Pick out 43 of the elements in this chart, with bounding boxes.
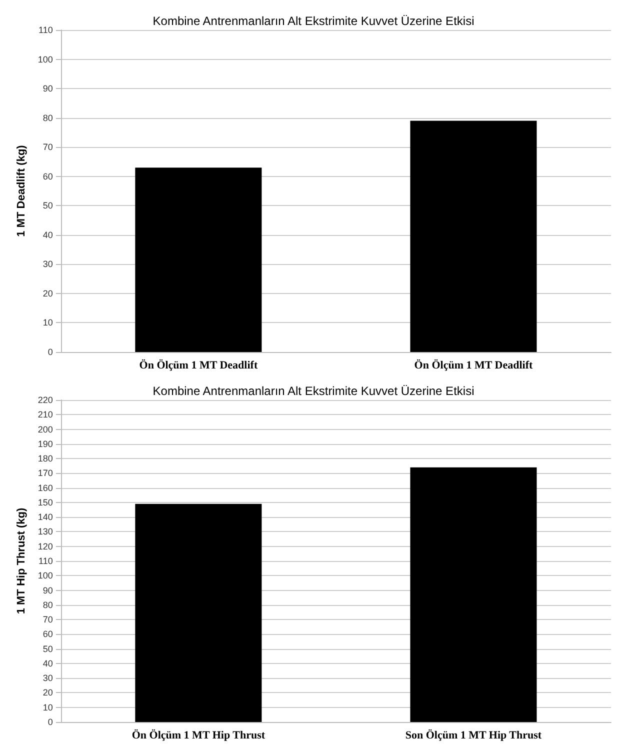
y-tick-label: 130 (38, 526, 53, 537)
x-tick-label: Ön Ölçüm 1 MT Hip Thrust (132, 728, 266, 742)
y-tick-label: 200 (38, 424, 53, 434)
y-tick-label: 70 (42, 614, 53, 625)
y-tick-label: 190 (38, 438, 53, 449)
y-tick-label: 20 (42, 288, 53, 298)
y-tick-label: 70 (42, 142, 53, 152)
y-tick-label: 0 (48, 717, 53, 727)
y-tick-label: 90 (42, 84, 53, 94)
y-tick-label: 210 (38, 410, 53, 420)
y-tick-label: 60 (42, 171, 53, 182)
y-tick-label: 100 (38, 570, 53, 581)
y-tick-label: 220 (38, 395, 53, 405)
y-tick-label: 20 (42, 688, 53, 698)
y-tick-label: 40 (42, 230, 53, 240)
y-tick-label: 160 (38, 482, 53, 493)
y-tick-label: 0 (48, 347, 53, 357)
y-tick-label: 10 (42, 318, 53, 328)
y-tick-label: 110 (38, 556, 53, 566)
y-tick-label: 180 (38, 454, 53, 464)
y-tick-label: 80 (42, 600, 53, 610)
y-tick-label: 140 (38, 512, 53, 522)
y-tick-label: 30 (42, 259, 53, 270)
y-tick-label: 30 (42, 673, 53, 684)
y-tick-label: 170 (38, 468, 53, 478)
y-tick-label: 150 (38, 497, 53, 508)
x-tick-label: Ön Ölçüm 1 MT Deadlift (414, 358, 533, 372)
y-axis-title: 1 MT Hip Thrust (kg) (16, 508, 28, 614)
chart-title: Kombine Antrenmanların Alt Ekstrimite Kuvvet Üzerine Etkisi (152, 14, 474, 28)
y-tick-label: 60 (42, 629, 53, 640)
y-tick-label: 120 (38, 541, 53, 552)
y-tick-label: 10 (42, 702, 53, 712)
chart-title: Kombine Antrenmanların Alt Ekstrimite Kuvvet Üzerine Etkisi (152, 384, 474, 398)
y-tick-label: 100 (38, 54, 53, 64)
y-tick-label: 40 (42, 658, 53, 668)
y-tick-label: 80 (42, 112, 53, 123)
y-tick-label: 50 (42, 200, 53, 211)
y-tick-label: 110 (38, 25, 53, 35)
y-tick-label: 50 (42, 644, 53, 654)
y-axis-title: 1 MT Deadlift (kg) (16, 144, 28, 237)
x-tick-label: Son Ölçüm 1 MT Hip Thrust (405, 728, 542, 742)
y-tick-label: 90 (42, 585, 53, 596)
x-tick-label: Ön Ölçüm 1 MT Deadlift (139, 358, 258, 372)
